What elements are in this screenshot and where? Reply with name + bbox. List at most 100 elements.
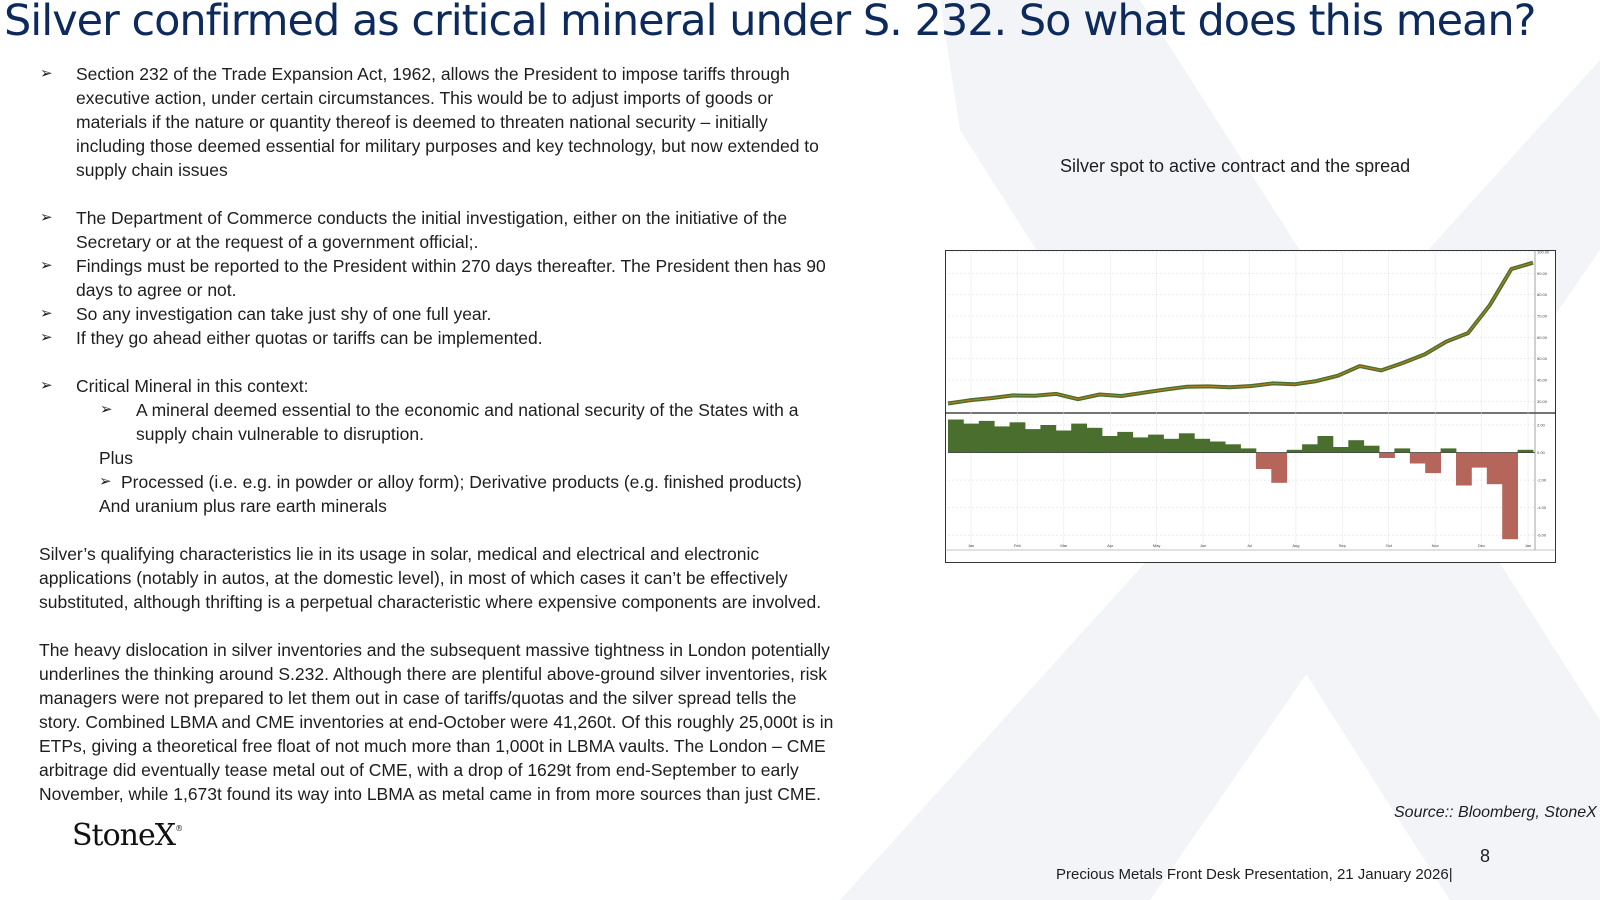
y-tick-label: 80.00 xyxy=(1537,292,1548,297)
spread-bar xyxy=(1456,452,1472,486)
paragraph-line: arbitrage did eventually tease metal out… xyxy=(39,760,799,780)
paragraph-line: Silver’s qualifying characteristics lie … xyxy=(39,544,760,564)
paragraph-line: underlines the thinking around S.232. Al… xyxy=(39,664,827,684)
bullet-line: days to agree or not. xyxy=(76,280,237,300)
y-tick-label: 30.00 xyxy=(1537,399,1548,404)
x-tick-label: Feb xyxy=(1014,543,1022,548)
y-tick-label: 60.00 xyxy=(1537,335,1548,340)
x-tick-label: Nov xyxy=(1432,543,1439,548)
x-tick-label: Jan xyxy=(1525,543,1531,548)
spread-bar xyxy=(1194,438,1211,453)
paragraph-line: The heavy dislocation in silver inventor… xyxy=(39,640,830,660)
chart-frame xyxy=(945,250,1556,563)
arrow-bullet-icon: ➢ xyxy=(40,257,53,274)
paragraph-line: managers were not prepared to let them o… xyxy=(39,688,797,708)
arrow-bullet-icon: ➢ xyxy=(40,305,53,322)
bullet-line: So any investigation can take just shy o… xyxy=(76,304,492,324)
spread-bar xyxy=(1332,447,1349,453)
spread-bar xyxy=(1486,452,1503,485)
y-tick-label: -4.00 xyxy=(1537,505,1547,510)
y-tick-label: -2.00 xyxy=(1537,478,1547,483)
x-tick-label: Mar xyxy=(1060,543,1068,548)
arrow-bullet-icon: ➢ xyxy=(100,401,113,418)
x-tick-label: Jul xyxy=(1247,543,1252,548)
critical-heading: Critical Mineral in this context: xyxy=(76,376,309,396)
spread-bar xyxy=(1517,449,1534,453)
spread-bar xyxy=(1055,430,1072,453)
bullet-line: The Department of Commerce conducts the … xyxy=(76,208,788,228)
spread-bar xyxy=(1009,422,1026,453)
spread-bar xyxy=(1302,444,1318,453)
uranium-line: And uranium plus rare earth minerals xyxy=(99,496,387,516)
spread-bar xyxy=(1379,452,1395,458)
y-tick-label: 70.00 xyxy=(1537,314,1548,319)
bullet-line: including those deemed essential for mil… xyxy=(76,136,819,156)
spread-bar xyxy=(1132,437,1149,453)
bullet-line: Secretary or at the request of a governm… xyxy=(76,232,479,252)
y-tick-label: -6.00 xyxy=(1537,533,1547,538)
stonex-logo: StoneX® xyxy=(72,818,183,853)
y-tick-label: 40.00 xyxy=(1537,378,1548,383)
spread-bar xyxy=(1040,425,1057,453)
spread-bar xyxy=(1148,434,1164,453)
spread-bar xyxy=(1178,433,1195,453)
arrow-bullet-icon: ➢ xyxy=(40,377,53,394)
spread-bar xyxy=(1394,448,1411,453)
spread-bar xyxy=(1086,427,1103,453)
y-tick-label: 0.00 xyxy=(1537,450,1546,455)
spread-bar xyxy=(1117,431,1134,453)
arrow-bullet-icon: ➢ xyxy=(40,209,53,226)
bullet-line: If they go ahead either quotas or tariff… xyxy=(76,328,543,348)
source-note: Source:: Bloomberg, StoneX xyxy=(1394,804,1597,821)
page-number: 8 xyxy=(1480,846,1491,866)
x-tick-label: Jun xyxy=(1200,543,1206,548)
spread-bar xyxy=(1348,440,1365,453)
spread-bar xyxy=(994,426,1010,453)
footer-text: Precious Metals Front Desk Presentation,… xyxy=(1056,866,1453,883)
sub-bullet-line: supply chain vulnerable to disruption. xyxy=(136,424,424,444)
spread-bar xyxy=(1225,444,1241,453)
bullet-line: Findings must be reported to the Preside… xyxy=(76,256,826,276)
y-tick-label: 50.00 xyxy=(1537,356,1548,361)
spread-bar xyxy=(1255,452,1272,469)
spread-bar xyxy=(1425,452,1441,474)
paragraph-line: substituted, although thrifting is a per… xyxy=(39,592,822,612)
spread-bar xyxy=(948,419,964,453)
arrow-bullet-icon: ➢ xyxy=(40,329,53,346)
spread-bar xyxy=(978,420,995,453)
chart-title: Silver spot to active contract and the s… xyxy=(1060,156,1411,176)
bullet-line: supply chain issues xyxy=(76,160,228,180)
arrow-bullet-icon: ➢ xyxy=(40,65,53,82)
x-tick-label: Oct xyxy=(1386,543,1393,548)
spread-bar xyxy=(1471,452,1488,468)
spread-bar xyxy=(1440,448,1457,453)
spread-bar xyxy=(1025,429,1041,453)
y-tick-label: 100.00 xyxy=(1537,250,1550,255)
spread-bar xyxy=(1502,452,1518,540)
spread-bar xyxy=(1209,441,1226,453)
x-tick-label: Aug xyxy=(1292,543,1299,548)
x-tick-label: May xyxy=(1153,543,1161,548)
silver-spot-line xyxy=(947,262,1534,405)
paragraph-line: ETPs, giving a theoretical free float of… xyxy=(39,736,826,756)
silver-spread-chart: Jan Feb Mar Apr May Jun Jul Aug Sep Oct Nov Dec Jan 1… xyxy=(945,250,1556,563)
page-title: Silver confirmed as critical mineral und… xyxy=(4,0,1536,46)
spread-bar xyxy=(1317,436,1334,453)
paragraph-line: applications (notably in autos, at the d… xyxy=(39,568,788,588)
plus-label: Plus xyxy=(99,448,134,468)
spread-bar xyxy=(1163,438,1180,453)
bullet-line: executive action, under certain circumst… xyxy=(76,88,774,108)
spread-bar xyxy=(1240,448,1257,453)
processed-line: Processed (i.e. e.g. in powder or alloy … xyxy=(121,472,802,492)
spread-bar xyxy=(1101,436,1118,453)
spread-bar xyxy=(963,423,980,453)
y-tick-label: 90.00 xyxy=(1537,271,1548,276)
spread-bar xyxy=(1409,452,1426,464)
sub-bullet-line: A mineral deemed essential to the econom… xyxy=(136,400,799,420)
bullet-line: materials if the nature or quantity ther… xyxy=(76,112,768,132)
spread-bar xyxy=(1071,423,1087,453)
bullet-line: Section 232 of the Trade Expansion Act, … xyxy=(76,64,790,84)
paragraph-line: story. Combined LBMA and CME inventories… xyxy=(39,712,834,732)
registered-mark: ® xyxy=(175,824,183,833)
x-tick-label: Dec xyxy=(1478,543,1485,548)
